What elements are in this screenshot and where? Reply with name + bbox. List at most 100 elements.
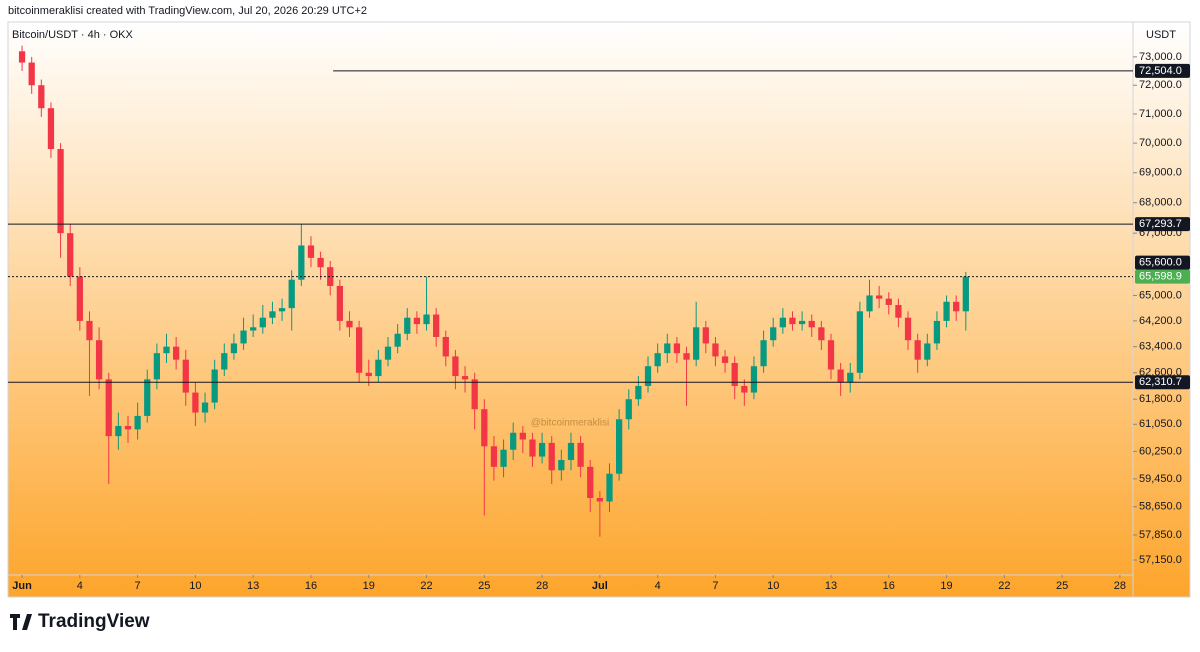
credit: bitcoinmeraklisi created with TradingVie…: [8, 5, 367, 17]
candle-body: [57, 149, 64, 234]
x-tick-label: 25: [1056, 580, 1068, 592]
brand: TradingView: [38, 611, 150, 632]
candle-body: [914, 340, 921, 360]
candle-body: [144, 379, 151, 416]
candle-body: [269, 311, 276, 318]
candle-body: [731, 362, 738, 386]
y-tick-label: 64,200.0: [1139, 315, 1182, 327]
candle-body: [18, 51, 26, 63]
candle-body: [712, 343, 719, 357]
candle-body: [529, 439, 536, 457]
candle-body: [596, 497, 604, 502]
candle-body: [770, 327, 777, 341]
y-tick-label: 72,000.0: [1139, 79, 1182, 91]
x-tick-label: 10: [767, 580, 779, 592]
candle-body: [471, 379, 478, 410]
candle-body: [741, 385, 748, 393]
level-tag: 65,600.0: [1139, 257, 1182, 269]
candle-body: [567, 442, 575, 460]
level-tag: 67,293.7: [1139, 218, 1182, 230]
y-tick-label: 65,000.0: [1139, 289, 1182, 301]
x-tick-label: 28: [536, 580, 548, 592]
candle-body: [577, 442, 584, 467]
candle-body: [336, 285, 343, 321]
candle-body: [798, 320, 806, 325]
y-tick-label: 59,450.0: [1139, 473, 1182, 485]
candle-body: [384, 346, 392, 360]
x-tick-label: 13: [247, 580, 259, 592]
panel: [7, 21, 1191, 598]
x-tick-label: 7: [135, 580, 141, 592]
candle-body: [259, 317, 266, 328]
level-tag-bg: [1135, 63, 1190, 78]
candle-body: [943, 301, 950, 321]
candle-body: [423, 314, 430, 325]
level-tag-bg: [1135, 217, 1190, 232]
candle-body: [317, 257, 324, 268]
y-tick-label: 61,050.0: [1139, 418, 1182, 430]
y-tick-label: 73,000.0: [1139, 51, 1182, 63]
candle-body: [153, 353, 161, 380]
candle-body: [346, 320, 353, 328]
watermark: @bitcoinmeraklisi: [531, 418, 610, 429]
y-tick-label: 57,850.0: [1139, 529, 1182, 541]
candle-body: [635, 385, 642, 400]
candle-body: [933, 320, 941, 344]
candle-body: [481, 409, 488, 447]
candle-body: [789, 317, 796, 325]
y-tick-label: 57,150.0: [1139, 554, 1182, 566]
candle-body: [606, 473, 613, 502]
candle-body: [47, 108, 55, 150]
x-tick-label: 16: [305, 580, 317, 592]
candle-body: [490, 446, 498, 467]
last-price-tag: 65,598.9: [1139, 271, 1182, 283]
candle-body: [192, 392, 199, 413]
level-tag-bg: [1135, 255, 1190, 270]
candle-body: [866, 295, 873, 312]
brand-logo: [10, 614, 32, 630]
candle-body: [105, 379, 112, 437]
candle-body: [38, 85, 45, 109]
candle-body: [654, 353, 661, 367]
x-tick-label: Jul: [592, 580, 608, 592]
symbol: Bitcoin/USDT · 4h · OKX: [12, 29, 133, 41]
candle-body: [452, 356, 459, 377]
candle-body: [307, 245, 315, 258]
candle-body: [442, 336, 449, 357]
x-tick-label: 22: [998, 580, 1010, 592]
last-price-tag-bg: [1135, 269, 1190, 284]
candle-body: [548, 442, 555, 471]
candle-body: [837, 369, 844, 383]
candle-body: [664, 343, 671, 354]
candle-body: [673, 343, 681, 354]
candle-body: [76, 276, 83, 321]
y-tick-label: 70,000.0: [1139, 137, 1182, 149]
candle-body: [173, 346, 180, 360]
candle-body: [847, 372, 854, 383]
candle-body: [895, 304, 902, 318]
candle-body: [962, 276, 969, 312]
candle-body: [808, 320, 815, 328]
y-tick-label: 63,400.0: [1139, 341, 1182, 353]
level-tag: 72,504.0: [1139, 65, 1182, 77]
x-tick-label: 25: [478, 580, 490, 592]
candle-body: [221, 353, 228, 370]
candle-body: [413, 317, 421, 325]
candle-body: [327, 267, 334, 286]
candle-body: [818, 327, 825, 341]
candle-body: [760, 340, 767, 367]
y-tick-label: 58,650.0: [1139, 501, 1182, 513]
x-tick-label: 22: [420, 580, 432, 592]
candle-body: [625, 399, 632, 420]
candle-body: [134, 415, 141, 430]
candle-body: [953, 301, 960, 312]
candle-body: [163, 346, 170, 354]
candle-body: [904, 317, 912, 341]
candle-body: [500, 449, 507, 467]
candle-body: [702, 327, 709, 344]
candle-body: [721, 356, 729, 363]
candle-body: [288, 279, 295, 309]
candle-body: [250, 327, 257, 331]
x-tick-label: Jun: [12, 580, 32, 592]
